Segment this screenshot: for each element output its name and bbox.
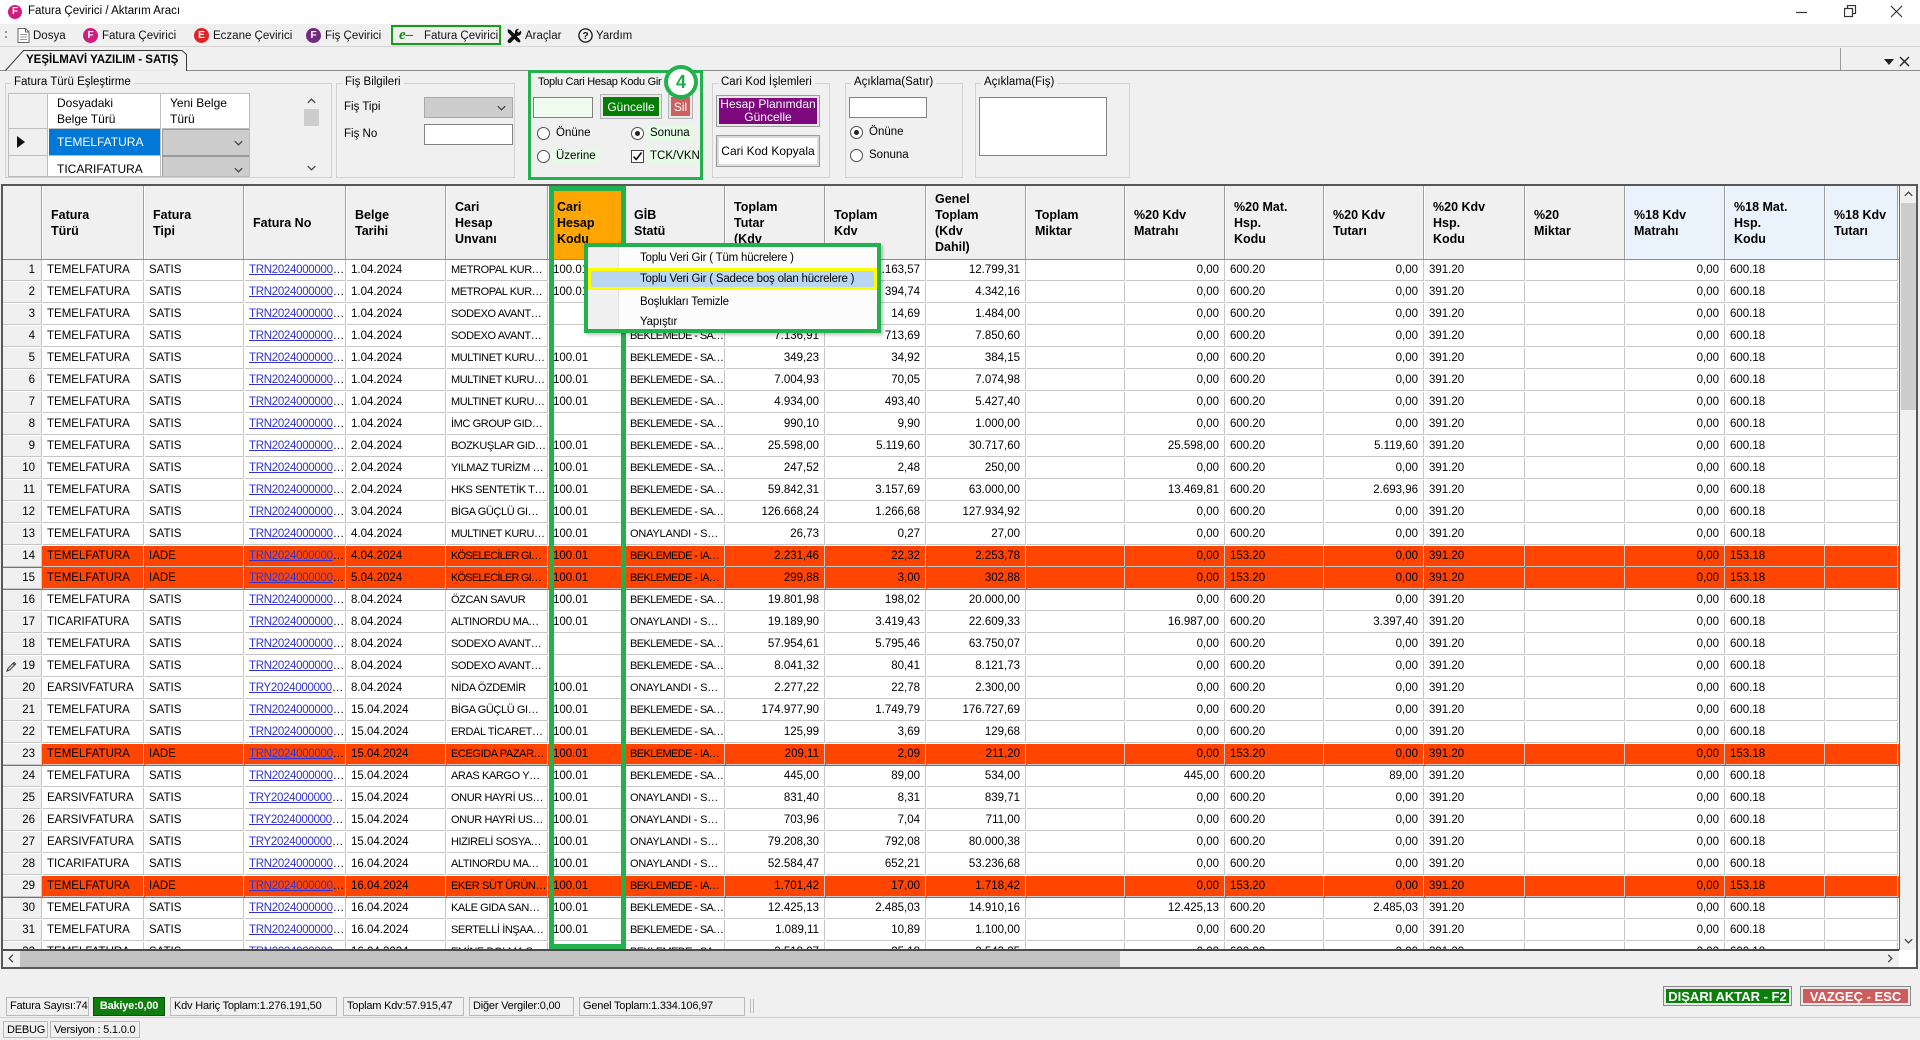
svg-text:?: ? [582,31,588,42]
